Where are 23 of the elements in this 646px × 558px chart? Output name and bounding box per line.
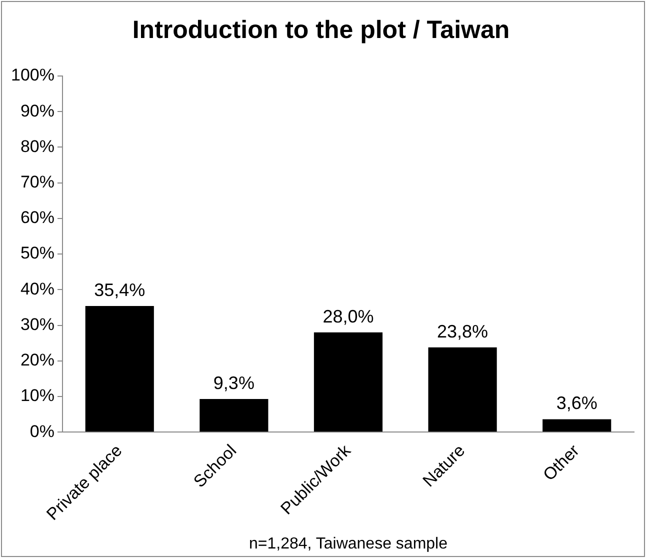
data-label: 3,6% [556,393,598,414]
data-label: 9,3% [213,372,254,393]
y-tick-label: 70% [20,172,54,192]
y-tick-label: 60% [20,208,54,228]
y-tick-label: 100% [10,66,54,85]
bar [200,398,268,432]
y-tick-label: 50% [20,244,54,263]
y-tick-label: 80% [20,136,54,156]
data-label: 35,4% [94,280,146,300]
chart-title: Introduction to the plot / Taiwan [132,16,510,44]
y-tick-label: 0% [30,422,54,441]
y-tick-label: 10% [20,386,54,406]
y-tick-label: 20% [20,350,54,370]
y-tick-label: 30% [20,314,54,334]
data-label: 23,8% [437,321,488,342]
bar [428,347,497,432]
bar [85,306,154,432]
text: n=1,284, Taiwanese sample [248,535,448,552]
bar [314,332,383,432]
y-tick-label: 40% [20,279,54,298]
data-label: 28,0% [322,306,374,326]
y-tick-label: 90% [20,101,54,120]
bar [542,419,612,432]
